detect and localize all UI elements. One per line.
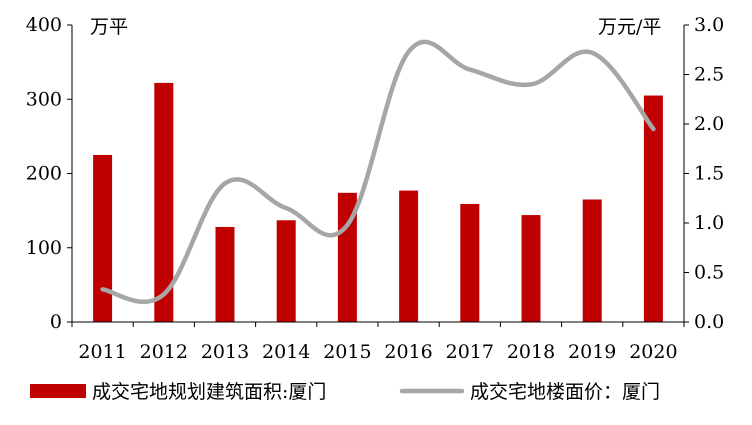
right-tick-label: 2.5 [694, 64, 724, 86]
legend-bar-label: 成交宅地规划建筑面积:厦门 [92, 381, 326, 403]
x-tick-label: 2016 [384, 341, 432, 363]
left-axis-unit: 万平 [90, 16, 128, 38]
right-axis-unit: 万元/平 [598, 16, 661, 38]
bar-2014 [276, 220, 296, 322]
bars-group [93, 82, 663, 322]
x-tick-label: 2019 [568, 341, 616, 363]
bar-2019 [582, 199, 602, 322]
bar-2017 [460, 203, 480, 322]
legend: 成交宅地规划建筑面积:厦门 成交宅地楼面价：厦门 [30, 381, 660, 403]
right-tick-label: 0.0 [694, 311, 724, 333]
x-tick-label: 2013 [201, 341, 249, 363]
right-tick-label: 0.5 [694, 262, 724, 284]
x-tick-label: 2020 [629, 341, 677, 363]
bar-2016 [399, 190, 419, 322]
left-tick-label: 400 [26, 14, 62, 36]
bar-2020 [643, 95, 663, 322]
right-tick-label: 1.0 [694, 212, 724, 234]
axes-group: 0 100 200 300 400 0.0 0.5 1.0 1.5 2.0 2.5 3.0 2011 20… [26, 14, 724, 363]
price-line [100, 39, 656, 304]
x-tick-label: 2017 [446, 341, 494, 363]
bar-2013 [215, 226, 235, 322]
left-tick-label: 100 [26, 237, 62, 259]
bar-2011 [93, 154, 113, 322]
bar-2012 [154, 82, 174, 322]
bar-2015 [337, 192, 357, 322]
x-tick-label: 2018 [507, 341, 555, 363]
left-tick-label: 0 [50, 311, 62, 333]
right-tick-label: 3.0 [694, 14, 724, 36]
x-tick-label: 2014 [262, 341, 310, 363]
x-tick-label: 2011 [78, 341, 126, 363]
left-tick-label: 300 [26, 88, 62, 110]
line-group [100, 39, 656, 304]
x-tick-label: 2012 [140, 341, 188, 363]
right-tick-label: 1.5 [694, 163, 724, 185]
legend-bar-swatch [30, 384, 86, 398]
legend-line-label: 成交宅地楼面价：厦门 [470, 381, 660, 403]
bar-2018 [521, 215, 541, 322]
left-tick-label: 200 [26, 163, 62, 185]
x-tick-label: 2015 [323, 341, 371, 363]
right-tick-label: 2.0 [694, 113, 724, 135]
